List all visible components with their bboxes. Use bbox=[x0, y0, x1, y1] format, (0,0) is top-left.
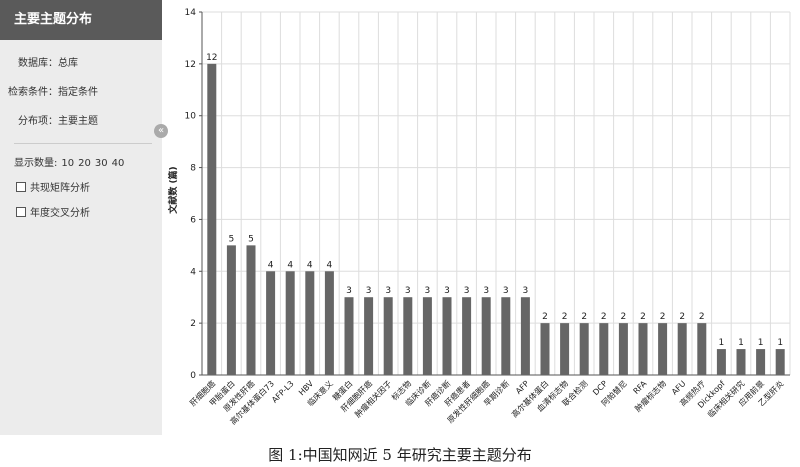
bar bbox=[344, 297, 354, 375]
y-tick-label: 2 bbox=[190, 319, 196, 329]
data-label: 3 bbox=[464, 286, 470, 296]
bar bbox=[579, 323, 589, 375]
data-label: 5 bbox=[248, 234, 254, 244]
data-label: 2 bbox=[542, 312, 548, 322]
count-option[interactable]: 10 bbox=[61, 158, 75, 169]
data-label: 3 bbox=[366, 286, 372, 296]
bar bbox=[599, 323, 609, 375]
data-label: 2 bbox=[562, 312, 568, 322]
data-label: 2 bbox=[621, 312, 627, 322]
bar bbox=[677, 323, 687, 375]
info: 检索条件：指定条件 bbox=[8, 87, 98, 98]
bar bbox=[540, 323, 550, 375]
bar bbox=[266, 271, 276, 375]
x-tick-label: AFP-L3 bbox=[270, 379, 296, 405]
data-label: 12 bbox=[206, 53, 217, 63]
data-label: 4 bbox=[307, 260, 313, 270]
data-label: 3 bbox=[503, 286, 509, 296]
count-option[interactable]: 30 bbox=[94, 158, 108, 169]
data-label: 3 bbox=[444, 286, 450, 296]
count-option[interactable]: 40 bbox=[111, 158, 125, 169]
bar bbox=[716, 349, 726, 375]
bar bbox=[383, 297, 393, 375]
data-label: 4 bbox=[268, 260, 274, 270]
data-label: 2 bbox=[601, 312, 607, 322]
bar bbox=[560, 323, 570, 375]
bar bbox=[501, 297, 511, 375]
data-label: 4 bbox=[287, 260, 293, 270]
checkbox[interactable]: 年度交叉分析 bbox=[16, 204, 162, 219]
bar bbox=[618, 323, 628, 375]
collapse-button[interactable]: « bbox=[154, 124, 168, 138]
bar bbox=[658, 323, 668, 375]
y-tick-label: 8 bbox=[190, 164, 196, 174]
info: 数据库：总库 bbox=[18, 58, 78, 69]
data-label: 3 bbox=[346, 286, 352, 296]
sidebar: 主要主题分布 数据库：总库 检索条件：指定条件 分布项：主要主题 显示数量: 10… bbox=[0, 0, 168, 435]
data-label: 1 bbox=[777, 338, 783, 348]
caption: 图 1:中国知网近 5 年研究主要主题分布 bbox=[268, 446, 532, 464]
bar bbox=[246, 245, 256, 375]
bar bbox=[364, 297, 374, 375]
bar bbox=[324, 271, 334, 375]
bar bbox=[285, 271, 295, 375]
count-option[interactable]: 20 bbox=[78, 158, 91, 169]
bar bbox=[207, 63, 217, 375]
data-label: 3 bbox=[425, 286, 431, 296]
y-tick-label: 0 bbox=[190, 371, 196, 381]
checkbox[interactable]: 共现矩阵分析 bbox=[16, 179, 162, 194]
data-label: 2 bbox=[660, 312, 666, 322]
bar bbox=[520, 297, 530, 375]
data-label: 1 bbox=[719, 338, 725, 348]
bar bbox=[226, 245, 236, 375]
count-row: 显示数量: 10 20 30 40 bbox=[14, 143, 152, 169]
data-label: 3 bbox=[523, 286, 529, 296]
y-tick-label: 12 bbox=[185, 60, 196, 70]
bar bbox=[403, 297, 413, 375]
bar bbox=[305, 271, 315, 375]
data-label: 4 bbox=[327, 260, 333, 270]
bar bbox=[697, 323, 707, 375]
bar bbox=[638, 323, 648, 375]
checkbox-label: 共现矩阵分析 bbox=[30, 183, 90, 194]
data-label: 1 bbox=[758, 338, 764, 348]
data-label: 2 bbox=[699, 312, 705, 322]
data-label: 2 bbox=[581, 312, 587, 322]
y-tick-label: 4 bbox=[190, 267, 196, 277]
info: 分布项：主要主题 bbox=[18, 116, 98, 127]
data-label: 2 bbox=[640, 312, 646, 322]
bar bbox=[736, 349, 746, 375]
checkbox-label: 年度交叉分析 bbox=[30, 208, 90, 219]
bar bbox=[481, 297, 491, 375]
bar bbox=[775, 349, 785, 375]
data-label: 2 bbox=[679, 312, 685, 322]
bar bbox=[442, 297, 452, 375]
sidebar-title: 主要主题分布 bbox=[0, 0, 162, 40]
data-label: 1 bbox=[738, 338, 744, 348]
bar bbox=[756, 349, 766, 375]
data-label: 5 bbox=[229, 234, 235, 244]
y-tick-label: 6 bbox=[190, 215, 196, 225]
chart: 文献数 (篇) 02468101214肝细胞癌12甲胎蛋白5原发性肝癌5高尔基体… bbox=[167, 8, 791, 427]
data-label: 3 bbox=[483, 286, 489, 296]
y-axis-label: 文献数 (篇) bbox=[167, 166, 179, 214]
bar bbox=[422, 297, 432, 375]
count-label: 显示数量: bbox=[14, 158, 58, 169]
bar bbox=[462, 297, 472, 375]
y-tick-label: 14 bbox=[185, 8, 197, 18]
data-label: 3 bbox=[405, 286, 411, 296]
data-label: 3 bbox=[385, 286, 391, 296]
y-tick-label: 10 bbox=[185, 112, 197, 122]
